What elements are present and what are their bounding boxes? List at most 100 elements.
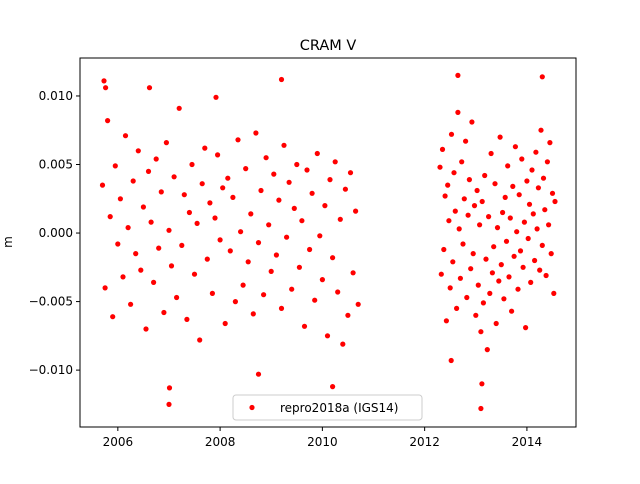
data-point bbox=[489, 270, 495, 276]
data-point bbox=[491, 244, 497, 250]
data-point bbox=[278, 76, 285, 83]
data-point bbox=[437, 164, 443, 170]
data-point bbox=[496, 278, 502, 284]
x-tick-label: 2012 bbox=[409, 435, 440, 449]
data-point bbox=[194, 220, 200, 226]
data-point bbox=[322, 203, 328, 209]
data-point bbox=[176, 105, 182, 111]
data-point bbox=[521, 219, 528, 225]
data-point bbox=[153, 156, 159, 162]
data-point bbox=[509, 308, 515, 314]
data-point bbox=[238, 229, 244, 235]
data-point bbox=[498, 262, 504, 268]
data-point bbox=[184, 316, 190, 322]
data-point bbox=[544, 159, 551, 165]
data-point bbox=[181, 192, 187, 198]
y-tick-label: −0.010 bbox=[29, 363, 73, 377]
data-point bbox=[146, 85, 153, 91]
data-point bbox=[470, 251, 476, 257]
data-point bbox=[168, 263, 175, 269]
data-point bbox=[464, 294, 470, 301]
data-point bbox=[507, 215, 513, 221]
data-point bbox=[543, 272, 549, 279]
legend: repro2018a (IGS14) bbox=[232, 394, 423, 421]
data-point bbox=[230, 194, 236, 200]
data-point bbox=[232, 299, 238, 305]
legend-marker bbox=[249, 404, 255, 411]
data-point bbox=[479, 198, 485, 205]
data-point bbox=[533, 149, 539, 155]
data-point bbox=[538, 127, 544, 133]
data-point bbox=[199, 181, 205, 187]
data-point bbox=[526, 201, 533, 207]
data-point bbox=[486, 214, 492, 220]
data-point bbox=[266, 222, 272, 228]
legend-label: repro2018a (IGS14) bbox=[280, 401, 398, 415]
data-point bbox=[529, 167, 535, 173]
data-point bbox=[166, 385, 173, 391]
data-point bbox=[519, 156, 525, 162]
data-point bbox=[451, 170, 457, 176]
data-point bbox=[245, 259, 251, 265]
data-point bbox=[163, 140, 169, 146]
data-point bbox=[454, 305, 460, 311]
x-tick-label: 2008 bbox=[205, 435, 236, 449]
data-point bbox=[520, 264, 526, 270]
data-point bbox=[255, 371, 262, 377]
data-point bbox=[294, 161, 300, 168]
data-point bbox=[501, 296, 507, 302]
data-point bbox=[107, 214, 113, 220]
data-point bbox=[551, 290, 557, 296]
data-point bbox=[463, 138, 469, 144]
data-point bbox=[457, 275, 463, 281]
data-point bbox=[289, 286, 295, 292]
data-point bbox=[103, 85, 109, 91]
data-point bbox=[148, 219, 154, 225]
data-point bbox=[517, 248, 524, 254]
x-tick-label: 2006 bbox=[103, 435, 134, 449]
data-point bbox=[215, 152, 221, 158]
data-point bbox=[452, 208, 458, 214]
data-point bbox=[515, 286, 521, 292]
data-point bbox=[438, 271, 444, 277]
data-point bbox=[549, 190, 556, 196]
data-point bbox=[461, 196, 467, 202]
data-point bbox=[547, 140, 553, 146]
data-point bbox=[474, 187, 480, 194]
data-point bbox=[446, 218, 452, 224]
data-point bbox=[117, 196, 123, 202]
data-point bbox=[156, 245, 162, 251]
data-point bbox=[459, 159, 465, 165]
data-point bbox=[125, 225, 131, 231]
data-point bbox=[212, 215, 218, 221]
data-point bbox=[442, 193, 448, 199]
data-point bbox=[278, 305, 285, 311]
data-point bbox=[539, 242, 545, 248]
data-point bbox=[248, 211, 254, 217]
data-point bbox=[189, 161, 195, 168]
y-tick-label: 0.010 bbox=[39, 89, 73, 103]
data-point bbox=[540, 175, 547, 181]
data-point bbox=[255, 240, 262, 246]
data-point bbox=[301, 323, 308, 329]
data-point bbox=[225, 175, 231, 181]
data-point bbox=[171, 174, 177, 180]
data-point bbox=[445, 182, 451, 188]
data-point bbox=[191, 271, 198, 277]
y-axis-ticks: 0.010 0.005 0.000 −0.005 −0.010 bbox=[29, 89, 80, 377]
data-point bbox=[122, 133, 129, 139]
data-point bbox=[271, 171, 277, 177]
data-point bbox=[552, 198, 558, 205]
data-point bbox=[197, 337, 203, 343]
data-point bbox=[179, 242, 185, 248]
data-point bbox=[330, 255, 336, 261]
data-point bbox=[537, 267, 543, 273]
data-point bbox=[99, 182, 106, 188]
data-point bbox=[512, 144, 519, 150]
y-tick-label: 0.000 bbox=[39, 226, 73, 240]
data-point bbox=[105, 118, 111, 124]
y-tick-label: −0.005 bbox=[29, 295, 73, 309]
data-point bbox=[135, 148, 141, 154]
data-point bbox=[227, 248, 233, 254]
data-point bbox=[539, 74, 545, 80]
